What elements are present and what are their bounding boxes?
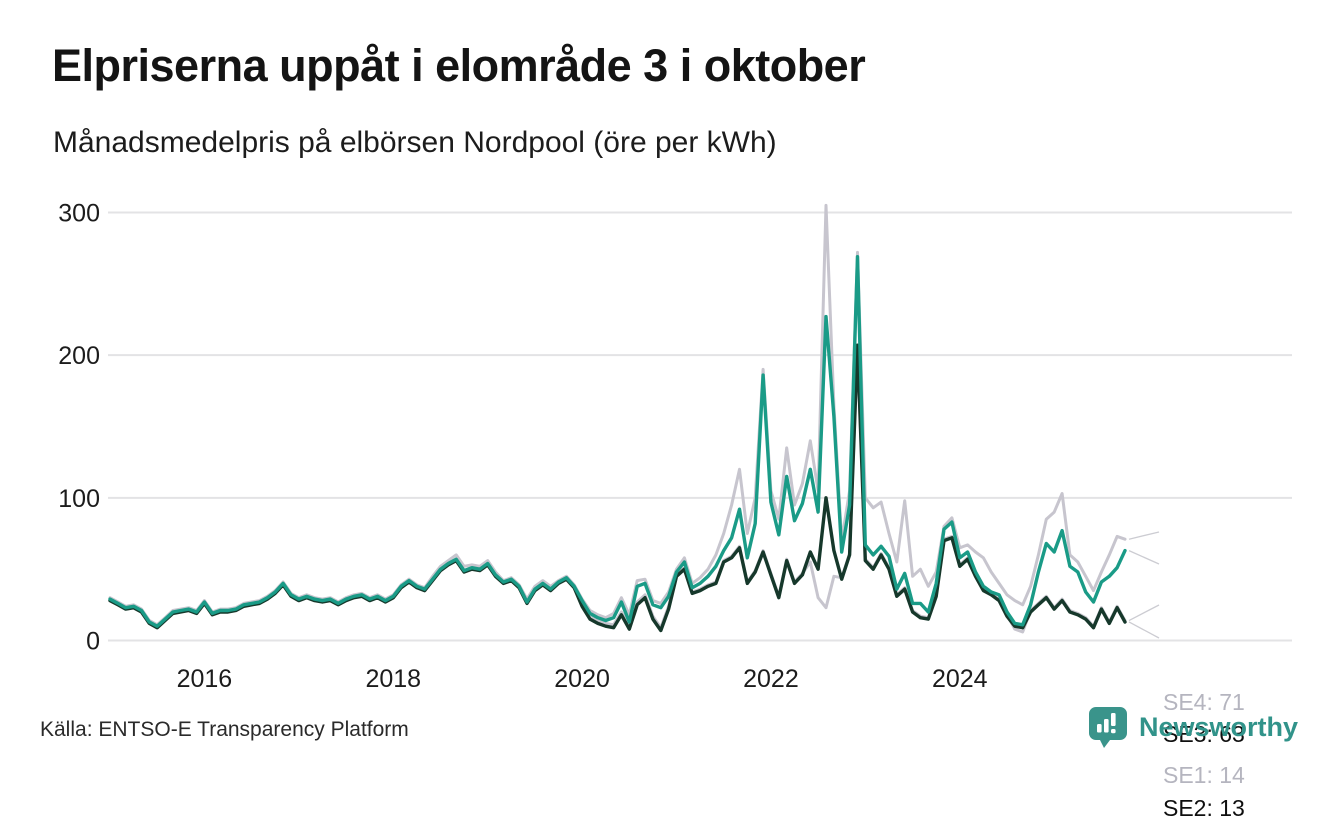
newsworthy-wordmark: Newsworthy <box>1138 711 1298 742</box>
label-connector-se1 <box>1128 604 1160 622</box>
y-axis-label-0: 0 <box>86 628 100 656</box>
newsworthy-bubble-chart-icon <box>1088 707 1127 748</box>
series-label-se2: SE2: 13 <box>1163 795 1245 821</box>
series-label-se1: SE1: 14 <box>1163 762 1245 788</box>
y-axis-label-200: 200 <box>58 342 100 370</box>
x-axis-label-2024: 2024 <box>932 665 988 693</box>
chart-subtitle: Månadsmedelpris på elbörsen Nordpool (ör… <box>53 126 777 159</box>
x-axis-label-2022: 2022 <box>743 665 799 693</box>
x-axis-label-2018: 2018 <box>365 665 421 693</box>
line-chart: 0 100 200 300 2016 2018 2020 2022 2024 <box>58 199 1292 693</box>
y-axis-label-300: 300 <box>58 199 100 227</box>
label-connector-se3 <box>1128 550 1160 565</box>
source-note: Källa: ENTSO-E Transparency Platform <box>40 718 409 741</box>
series-label-se3: SE3: 63 <box>1163 721 1245 747</box>
newsworthy-logo: Newsworthy <box>1088 706 1298 748</box>
series-line-se3 <box>108 255 1127 628</box>
series-line-se2 <box>108 343 1127 633</box>
y-axis-label-100: 100 <box>58 485 100 513</box>
series-label-se4: SE4: 71 <box>1163 689 1245 715</box>
x-axis-label-2020: 2020 <box>554 665 610 693</box>
label-connector-se4 <box>1128 531 1160 540</box>
chart-title: Elpriserna uppåt i elområde 3 i oktober <box>52 40 866 91</box>
label-connector-se2 <box>1128 621 1160 639</box>
x-axis-label-2016: 2016 <box>177 665 233 693</box>
series-line-se1 <box>108 346 1127 634</box>
